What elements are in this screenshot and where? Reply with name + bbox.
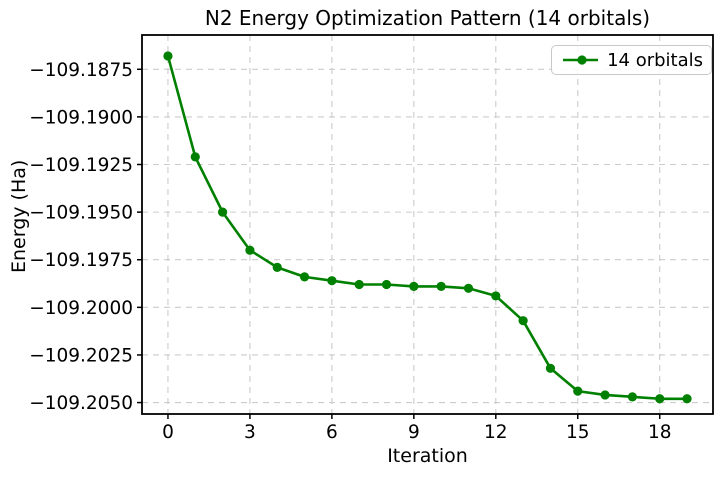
x-tick-label: 9: [408, 422, 420, 443]
data-point-marker: [409, 281, 419, 291]
y-tick-label: −109.1925: [29, 155, 133, 176]
data-point-marker: [327, 276, 337, 286]
data-point-marker: [163, 51, 173, 61]
x-tick-label: 12: [484, 422, 508, 443]
y-tick-label: −109.2025: [29, 345, 133, 366]
axes-spines: [141, 34, 714, 415]
data-point-marker: [655, 394, 665, 404]
data-point-marker: [627, 392, 638, 402]
y-tick-label: −109.1950: [29, 203, 133, 224]
data-point-marker: [491, 291, 501, 301]
data-point-marker: [600, 390, 610, 400]
y-tick-label: −109.2050: [29, 393, 133, 414]
data-point-marker: [217, 207, 228, 217]
x-tick-label: 0: [162, 422, 174, 443]
chart-title: N2 Energy Optimization Pattern (14 orbit…: [204, 6, 651, 30]
data-point-marker: [682, 394, 692, 404]
data-point-marker: [190, 152, 200, 162]
y-tick-label: −109.1975: [29, 250, 133, 271]
data-point-marker: [272, 262, 282, 272]
x-tick-label: 18: [648, 422, 672, 443]
data-point-marker: [354, 279, 364, 290]
y-axis-label: Energy (Ha): [8, 159, 30, 273]
legend: 14 orbitals: [551, 45, 712, 75]
legend-line-marker-icon: [563, 55, 599, 65]
data-point-marker: [299, 272, 310, 282]
x-tick-label: 3: [244, 422, 256, 443]
data-point-marker: [245, 245, 255, 255]
data-point-marker: [573, 386, 583, 396]
x-axis-label: Iteration: [387, 445, 468, 467]
x-tick-label: 15: [566, 422, 590, 443]
data-point-marker: [381, 279, 392, 290]
x-tick-label: 6: [326, 422, 338, 443]
axes-background: [142, 35, 713, 414]
data-point-marker: [463, 283, 474, 293]
data-point-marker: [518, 316, 528, 326]
y-tick-label: −109.2000: [29, 298, 133, 319]
y-tick-label: −109.1900: [29, 107, 133, 128]
data-point-marker: [545, 363, 556, 373]
data-point-marker: [436, 281, 446, 291]
y-tick-label: −109.1875: [29, 60, 133, 81]
legend-label: 14 orbitals: [607, 49, 703, 71]
